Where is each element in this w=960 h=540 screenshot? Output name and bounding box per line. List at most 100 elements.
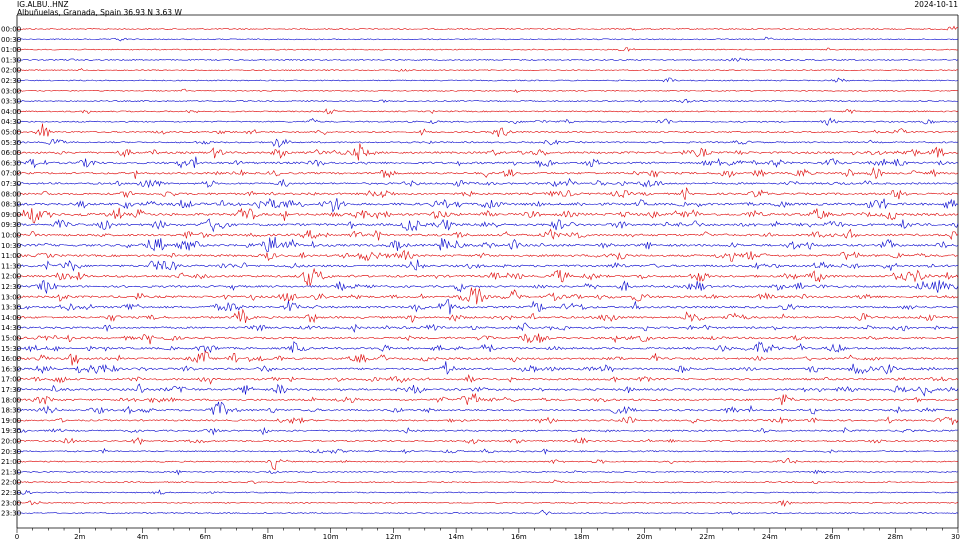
- x-tick-label: 6m: [200, 533, 211, 540]
- trace-row-1300: [16, 287, 959, 305]
- row-time-label: 18:00: [1, 396, 21, 404]
- row-time-label: 01:30: [1, 56, 21, 64]
- row-time-label: 22:30: [1, 489, 21, 497]
- row-time-label: 04:00: [1, 108, 21, 116]
- row-time-label: 12:00: [1, 273, 21, 281]
- trace-row-1130: [16, 259, 958, 272]
- x-tick-label: 26m: [825, 533, 841, 540]
- row-time-label: 23:30: [1, 510, 21, 518]
- row-time-label: 15:30: [1, 345, 21, 353]
- x-tick-label: 10m: [323, 533, 339, 540]
- row-time-label: 16:00: [1, 355, 21, 363]
- trace-row-0900: [16, 207, 959, 224]
- row-time-label: 03:00: [1, 87, 21, 95]
- trace-row-1530: [16, 341, 959, 354]
- trace-row-1200: [16, 267, 959, 286]
- row-time-label: 13:30: [1, 304, 21, 312]
- row-time-label: 16:30: [1, 365, 21, 373]
- row-time-label: 11:00: [1, 252, 21, 260]
- row-time-label: 11:30: [1, 262, 21, 270]
- trace-row-1430: [16, 322, 959, 333]
- row-time-label: 15:00: [1, 335, 21, 343]
- trace-row-1700: [17, 374, 959, 385]
- trace-row-0630: [16, 156, 959, 169]
- x-tick-label: 30: [951, 533, 960, 540]
- row-time-label: 06:00: [1, 149, 21, 157]
- x-tick-label: 28m: [887, 533, 903, 540]
- x-tick-label: 2m: [74, 533, 85, 540]
- trace-row-0200: [16, 68, 959, 72]
- row-time-label: 20:30: [1, 448, 21, 456]
- row-time-label: 20:00: [1, 438, 21, 446]
- row-time-label: 14:30: [1, 324, 21, 332]
- row-time-label: 21:00: [1, 458, 21, 466]
- x-tick-label: 14m: [448, 533, 464, 540]
- row-time-label: 02:00: [1, 67, 21, 75]
- row-time-label: 02:30: [1, 77, 21, 85]
- row-label-layer: 00:00 00:30 01:00 01:30 02:00 02:30 03:00 03:30…: [1, 26, 21, 518]
- row-time-label: 07:00: [1, 170, 21, 178]
- row-time-label: 00:00: [1, 26, 21, 34]
- row-time-label: 06:30: [1, 159, 21, 167]
- x-tick-label: 12m: [386, 533, 402, 540]
- x-tick-label: 4m: [137, 533, 148, 540]
- row-time-label: 19:00: [1, 417, 21, 425]
- row-time-label: 14:00: [1, 314, 21, 322]
- x-tick-label: 0: [15, 533, 19, 540]
- trace-row-2000: [16, 436, 959, 446]
- row-time-label: 04:30: [1, 118, 21, 126]
- x-tick-label: 8m: [262, 533, 273, 540]
- station-location: Albuñuelas, Granada, Spain 36.93 N 3.63 …: [17, 8, 182, 17]
- station-code: IG.ALBU..HNZ: [17, 0, 69, 9]
- trace-row-2130: [16, 469, 959, 476]
- trace-layer: [16, 25, 959, 516]
- trace-row-2100: [16, 457, 959, 471]
- trace-row-0100: [16, 47, 959, 52]
- trace-row-0000: [16, 25, 959, 31]
- trace-row-1800: [16, 393, 959, 406]
- trace-row-0830: [16, 198, 959, 213]
- x-tick-label: 20m: [636, 533, 652, 540]
- row-time-label: 19:30: [1, 427, 21, 435]
- trace-row-0530: [16, 138, 959, 148]
- trace-row-1500: [16, 333, 959, 345]
- trace-row-0430: [17, 117, 959, 126]
- trace-row-0400: [16, 108, 959, 115]
- trace-row-1000: [17, 228, 959, 241]
- trace-row-0030: [16, 36, 959, 42]
- trace-row-1030: [16, 236, 959, 252]
- row-time-label: 09:30: [1, 221, 21, 229]
- row-time-label: 21:30: [1, 468, 21, 476]
- trace-row-2230: [16, 489, 959, 495]
- trace-row-0330: [16, 98, 959, 104]
- trace-row-1900: [16, 416, 959, 425]
- row-time-label: 13:00: [1, 293, 21, 301]
- trace-row-2200: [16, 479, 959, 485]
- trace-row-1930: [16, 426, 959, 436]
- row-time-label: 07:30: [1, 180, 21, 188]
- trace-row-1600: [16, 350, 959, 366]
- trace-row-1630: [16, 361, 959, 375]
- trace-row-1730: [16, 383, 959, 397]
- row-time-label: 22:00: [1, 479, 21, 487]
- trace-row-0500: [17, 123, 958, 137]
- trace-row-0130: [17, 57, 959, 62]
- trace-row-2330: [16, 509, 959, 516]
- row-time-label: 03:30: [1, 98, 21, 106]
- trace-row-2030: [16, 447, 959, 455]
- trace-row-1330: [16, 299, 959, 315]
- row-time-label: 12:30: [1, 283, 21, 291]
- trace-row-2300: [16, 499, 959, 508]
- row-time-label: 17:30: [1, 386, 21, 394]
- row-time-label: 10:00: [1, 232, 21, 240]
- row-time-label: 10:30: [1, 242, 21, 250]
- trace-row-1830: [16, 401, 959, 416]
- x-tick-label: 18m: [574, 533, 590, 540]
- trace-row-0700: [16, 166, 959, 180]
- row-time-label: 00:30: [1, 36, 21, 44]
- row-time-label: 01:00: [1, 46, 21, 54]
- row-time-label: 09:00: [1, 211, 21, 219]
- x-tick-label: 24m: [762, 533, 778, 540]
- x-tick-label: 22m: [699, 533, 715, 540]
